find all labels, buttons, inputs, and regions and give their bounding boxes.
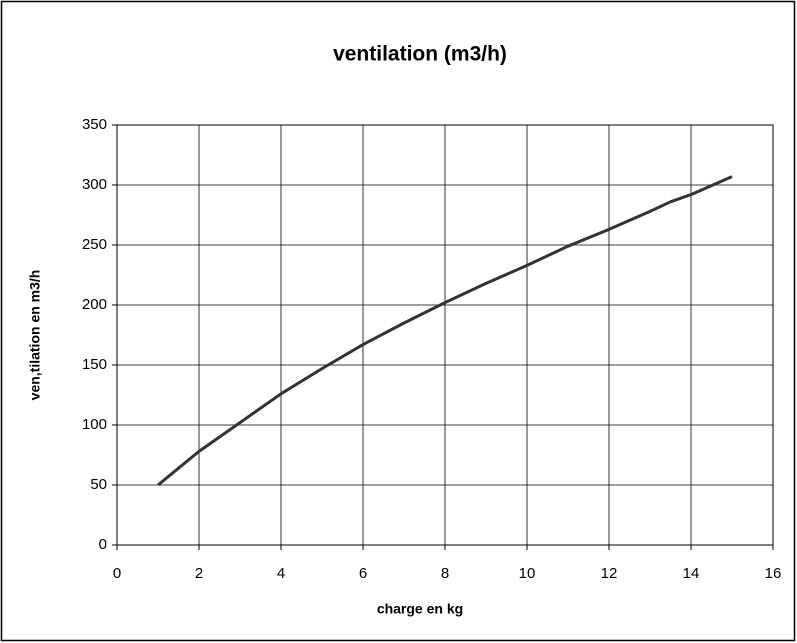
x-axis-label: charge en kg xyxy=(377,601,463,617)
plot-border xyxy=(116,124,774,546)
x-tick-label: 14 xyxy=(683,565,700,582)
y-tick-label: 0 xyxy=(99,536,107,553)
y-tick-label: 300 xyxy=(82,176,107,193)
y-tick-label: 350 xyxy=(82,116,107,133)
y-tick-label: 50 xyxy=(90,476,107,493)
chart-title: ventilation (m3/h) xyxy=(333,43,507,66)
y-tick-label: 250 xyxy=(82,236,107,253)
x-tick-label: 0 xyxy=(113,565,121,582)
x-tick-label: 2 xyxy=(195,565,203,582)
y-tick-label: 150 xyxy=(82,356,107,373)
x-tick-label: 4 xyxy=(277,565,285,582)
x-tick-label: 16 xyxy=(765,565,782,582)
series-line xyxy=(157,175,733,487)
x-tick-label: 10 xyxy=(519,565,536,582)
x-tick-label: 6 xyxy=(359,565,367,582)
y-tick-label: 200 xyxy=(82,296,107,313)
x-tick-label: 12 xyxy=(601,565,618,582)
y-axis-label: ven,tilation en m3/h xyxy=(27,270,43,401)
y-tick-label: 100 xyxy=(82,416,107,433)
x-tick-label: 8 xyxy=(441,565,449,582)
